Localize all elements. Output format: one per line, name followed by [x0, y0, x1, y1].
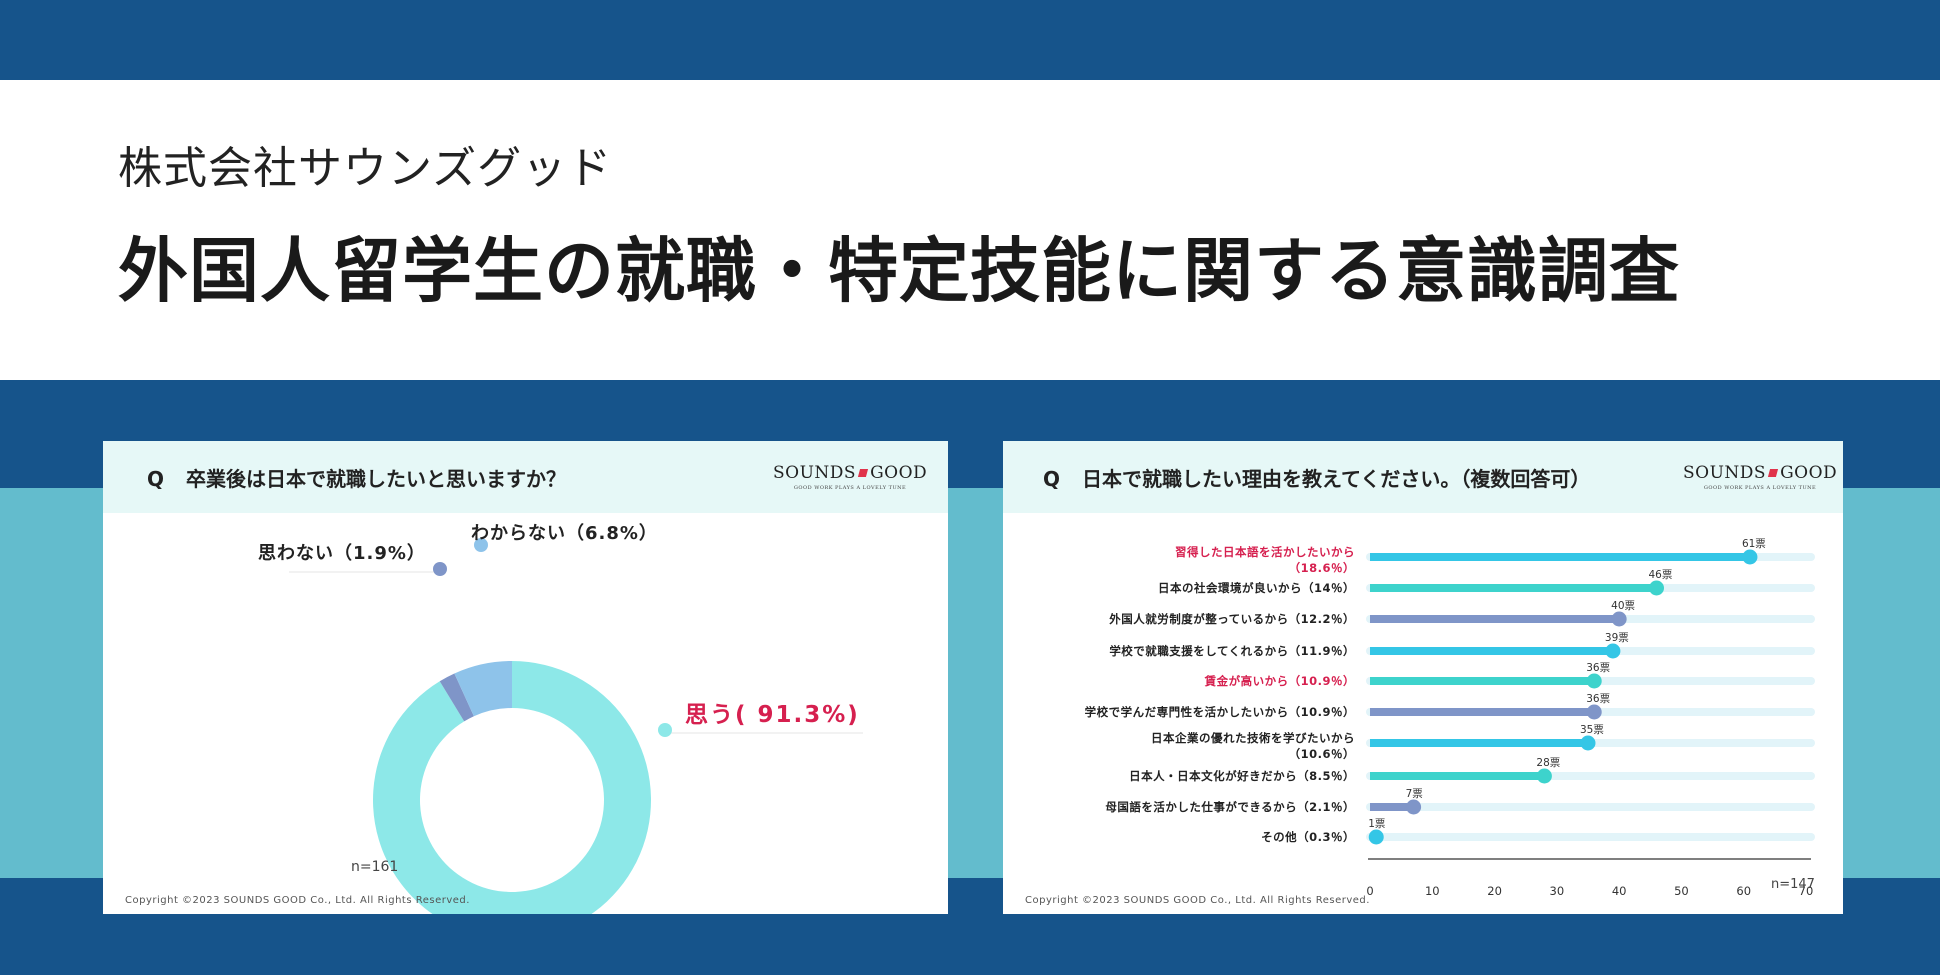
category-label: 賃金が高いから（10.9％） — [1204, 674, 1355, 688]
x-tick-label: 0 — [1366, 884, 1373, 898]
bar-end-dot — [1649, 580, 1665, 596]
donut-slice — [439, 673, 474, 722]
data-label: 36票 — [1586, 693, 1610, 705]
logo-tagline: GOOD WORK PLAYS A LOVELY TUNE — [1703, 485, 1817, 491]
bar-end-dot — [1611, 611, 1627, 627]
logo-mark-icon — [1767, 468, 1779, 477]
x-tick-label: 50 — [1674, 884, 1689, 898]
bar-end-dot — [1586, 673, 1602, 689]
bar-end-dot — [1605, 643, 1621, 659]
copyright: Copyright ©2023 SOUNDS GOOD Co., Ltd. Al… — [1025, 895, 1370, 906]
page-title: 外国人留学生の就職・特定技能に関する意識調査 — [118, 230, 1680, 312]
sample-size: n=161 — [351, 859, 399, 875]
data-label: 28票 — [1536, 757, 1560, 769]
donut-label: 思う( 91.3%) — [685, 702, 860, 728]
bar-end-dot — [1586, 704, 1602, 720]
data-label: 39票 — [1605, 632, 1629, 644]
donut-chart: 思う( 91.3%) 思わない（1.9%） わからない（6.8%） — [258, 523, 863, 914]
x-tick-label: 70 — [1799, 884, 1814, 898]
logo-word-sounds: SOUNDS — [1683, 463, 1767, 483]
category-label: その他（0.3％） — [1261, 830, 1355, 844]
bar-end-dot — [1742, 549, 1758, 565]
category-label: 習得した日本語を活かしたいから — [1175, 545, 1355, 559]
question-text: Q 卒業後は日本で就職したいと思いますか？ — [147, 463, 566, 492]
callout-dot — [658, 723, 672, 737]
category-label: （10.6％） — [1289, 747, 1355, 761]
sample-size: n=147 — [1771, 877, 1815, 892]
data-label: 36票 — [1586, 662, 1610, 674]
data-label: 46票 — [1649, 569, 1673, 581]
x-tick-label: 20 — [1487, 884, 1502, 898]
logo-word-sounds: SOUNDS — [773, 463, 857, 483]
category-label: （18.6％） — [1289, 561, 1355, 575]
donut-slice — [454, 661, 512, 717]
sounds-good-logo: SOUNDS GOOD GOOD WORK PLAYS A LOVELY TUNE — [1683, 463, 1837, 491]
card-header: Q 卒業後は日本で就職したいと思いますか？ SOUNDS GOOD GOOD WOR… — [103, 441, 948, 513]
category-label: 日本の社会環境が良いから（14％） — [1158, 581, 1355, 595]
data-label: 61票 — [1742, 538, 1766, 550]
donut-label: 思わない（1.9%） — [258, 543, 426, 564]
bar-end-dot — [1536, 768, 1552, 784]
question-label: 卒業後は日本で就職したいと思いますか？ — [186, 467, 567, 491]
bar-end-dot — [1368, 829, 1384, 845]
question-label: 日本で就職したい理由を教えてください。（複数回答可） — [1082, 467, 1591, 491]
data-label: 7票 — [1406, 788, 1423, 800]
logo-word-good: GOOD — [1780, 463, 1838, 483]
copyright: Copyright ©2023 SOUNDS GOOD Co., Ltd. Al… — [125, 895, 470, 906]
donut-slice — [373, 661, 651, 914]
x-tick-label: 40 — [1612, 884, 1627, 898]
question-prefix: Q — [147, 467, 165, 491]
logo-tagline: GOOD WORK PLAYS A LOVELY TUNE — [793, 485, 907, 491]
header-band: 株式会社サウンズグッド 外国人留学生の就職・特定技能に関する意識調査 — [0, 80, 1940, 380]
callout-dot — [433, 562, 447, 576]
card-header: Q 日本で就職したい理由を教えてください。（複数回答可） SOUNDS GOOD G… — [1003, 441, 1843, 513]
question-text: Q 日本で就職したい理由を教えてください。（複数回答可） — [1043, 463, 1590, 492]
data-label: 40票 — [1611, 600, 1635, 612]
category-label: 日本企業の優れた技術を学びたいから — [1151, 731, 1355, 745]
donut-chart-card: Q 卒業後は日本で就職したいと思いますか？ SOUNDS GOOD GOOD WOR… — [103, 441, 948, 914]
bar-end-dot — [1580, 735, 1596, 751]
data-label: 35票 — [1580, 724, 1604, 736]
question-prefix: Q — [1043, 467, 1061, 491]
category-label: 日本人・日本文化が好きだから（8.5％） — [1129, 769, 1355, 783]
company-name: 株式会社サウンズグッド — [118, 143, 613, 194]
bar-end-dot — [1406, 799, 1422, 815]
category-label: 学校で学んだ専門性を活かしたいから（10.9％） — [1085, 705, 1355, 719]
x-tick-label: 60 — [1736, 884, 1751, 898]
bar-chart-card: Q 日本で就職したい理由を教えてください。（複数回答可） SOUNDS GOOD G… — [1003, 441, 1843, 914]
category-label: 学校で就職支援をしてくれるから（11.9％） — [1109, 644, 1355, 658]
logo-mark-icon — [857, 468, 869, 477]
data-label: 1票 — [1368, 818, 1385, 830]
sounds-good-logo: SOUNDS GOOD GOOD WORK PLAYS A LOVELY TUNE — [773, 463, 927, 491]
logo-word-good: GOOD — [870, 463, 928, 483]
category-label: 母国語を活かした仕事ができるから（2.1％） — [1105, 800, 1355, 814]
x-tick-label: 30 — [1550, 884, 1565, 898]
callout-dot — [474, 538, 488, 552]
donut-label: わからない（6.8%） — [471, 523, 658, 544]
x-tick-label: 10 — [1425, 884, 1440, 898]
category-label: 外国人就労制度が整っているから（12.2％） — [1108, 612, 1355, 626]
